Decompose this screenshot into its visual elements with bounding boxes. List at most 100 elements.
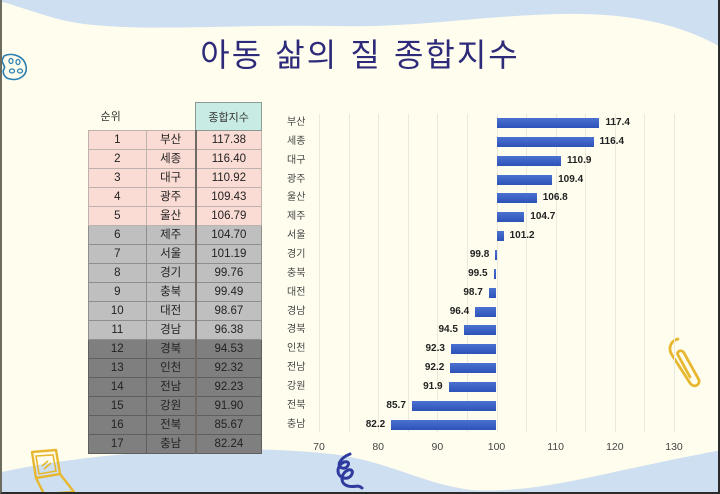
region-cell: 서울 [145, 244, 197, 264]
table-row: 12 경북 94.53 [88, 339, 262, 359]
rank-cell: 2 [88, 149, 147, 169]
value-label: 85.7 [386, 399, 406, 411]
bar [448, 381, 497, 392]
grid-line [348, 114, 350, 432]
value-label: 104.7 [530, 211, 556, 223]
value-label: 101.2 [509, 230, 535, 242]
region-cell: 광주 [145, 187, 197, 207]
region-cell: 경북 [145, 339, 197, 359]
region-cell: 경기 [145, 263, 197, 283]
table-row: 8 경기 99.76 [88, 263, 262, 283]
region-cell: 대구 [145, 168, 197, 188]
score-cell: 116.40 [194, 149, 262, 169]
table-row: 1 부산 117.38 [88, 130, 262, 150]
table-row: 3 대구 110.92 [88, 168, 262, 188]
rank-cell: 12 [88, 339, 147, 359]
score-cell: 106.79 [194, 206, 262, 226]
score-cell: 99.49 [194, 282, 262, 302]
category-label: 전북 [287, 399, 306, 411]
rank-cell: 16 [88, 415, 147, 435]
bar [495, 249, 497, 260]
score-cell: 109.43 [194, 187, 262, 207]
category-label: 인천 [287, 343, 306, 355]
region-cell: 충남 [145, 434, 197, 454]
value-label: 99.8 [469, 248, 490, 260]
score-cell: 110.92 [194, 168, 262, 188]
score-cell: 92.32 [194, 358, 262, 378]
bar-chart: 부산 117.4 세종 116.4 대구 110.9 광주 109.4 울산 106.8 제주 104… [282, 108, 683, 458]
score-cell: 104.70 [194, 225, 262, 245]
grid-line [407, 114, 409, 432]
value-label: 82.2 [365, 418, 386, 430]
table-header-row: 순위 종합지수 [89, 102, 262, 131]
grid-line [585, 114, 587, 432]
region-cell: 충북 [145, 282, 197, 302]
grid-line [466, 114, 468, 432]
value-label: 116.4 [599, 135, 625, 147]
bar [475, 306, 497, 317]
value-label: 117.4 [605, 117, 630, 128]
rank-cell: 8 [88, 263, 147, 283]
score-cell: 117.38 [194, 130, 262, 150]
x-axis-tick: 100 [487, 441, 506, 453]
bar [496, 231, 504, 242]
category-label: 부산 [287, 117, 306, 128]
score-cell: 99.76 [194, 263, 262, 283]
table-row: 16 전북 85.67 [88, 415, 262, 435]
value-label: 94.5 [438, 324, 458, 336]
bar [450, 344, 497, 355]
rank-cell: 15 [88, 396, 147, 416]
rank-cell: 11 [88, 320, 147, 340]
table-row: 2 세종 116.40 [88, 149, 262, 169]
rank-cell: 14 [88, 377, 147, 397]
table-body: 1 부산 117.38 2 세종 116.40 3 대구 110.92 4 광주 109.43 5 울산 1… [88, 130, 262, 454]
table-row: 5 울산 106.79 [88, 206, 262, 226]
value-label: 96.4 [449, 305, 470, 317]
rank-cell: 4 [88, 187, 147, 207]
score-cell: 91.90 [194, 396, 262, 416]
bar [496, 118, 600, 128]
value-label: 92.3 [425, 343, 445, 355]
region-cell: 대전 [145, 301, 197, 321]
table-row: 11 경남 96.38 [88, 320, 262, 340]
grid-line [496, 114, 498, 432]
ranking-table: 순위 종합지수 1 부산 117.38 2 세종 116.40 3 대구 110.92 4 광주 10… [88, 102, 262, 454]
category-label: 대구 [287, 154, 306, 166]
bar [496, 174, 553, 185]
grid-line [674, 114, 675, 432]
category-label: 경기 [287, 248, 306, 260]
value-label: 106.8 [542, 192, 568, 204]
region-cell: 부산 [145, 130, 197, 150]
table-row: 4 광주 109.43 [88, 187, 262, 207]
region-cell: 전북 [145, 415, 197, 435]
bar [488, 287, 497, 298]
table-row: 14 전남 92.23 [88, 377, 262, 397]
score-cell: 101.19 [194, 244, 262, 264]
grid-line [526, 114, 528, 432]
scribble-icon [336, 452, 364, 490]
rank-cell: 3 [88, 168, 147, 188]
category-label: 경북 [287, 324, 306, 336]
rank-cell: 1 [88, 130, 147, 150]
bar [391, 419, 497, 430]
category-label: 서울 [287, 230, 306, 242]
category-label: 세종 [287, 135, 306, 147]
table-row: 10 대전 98.67 [88, 301, 262, 321]
bar [496, 136, 594, 147]
score-cell: 92.23 [194, 377, 262, 397]
header-score: 종합지수 [195, 102, 262, 131]
value-label: 110.9 [566, 154, 592, 166]
rank-cell: 17 [88, 434, 147, 454]
bar [496, 212, 525, 223]
table-row: 13 인천 92.32 [88, 358, 262, 378]
score-cell: 96.38 [194, 320, 262, 340]
rank-cell: 9 [88, 282, 147, 302]
table-row: 6 제주 104.70 [88, 225, 262, 245]
value-label: 91.9 [423, 380, 443, 392]
bar [450, 363, 497, 374]
grid-line [319, 114, 320, 432]
category-label: 경남 [287, 305, 306, 317]
category-label: 전남 [287, 362, 306, 374]
rank-cell: 13 [88, 358, 147, 378]
